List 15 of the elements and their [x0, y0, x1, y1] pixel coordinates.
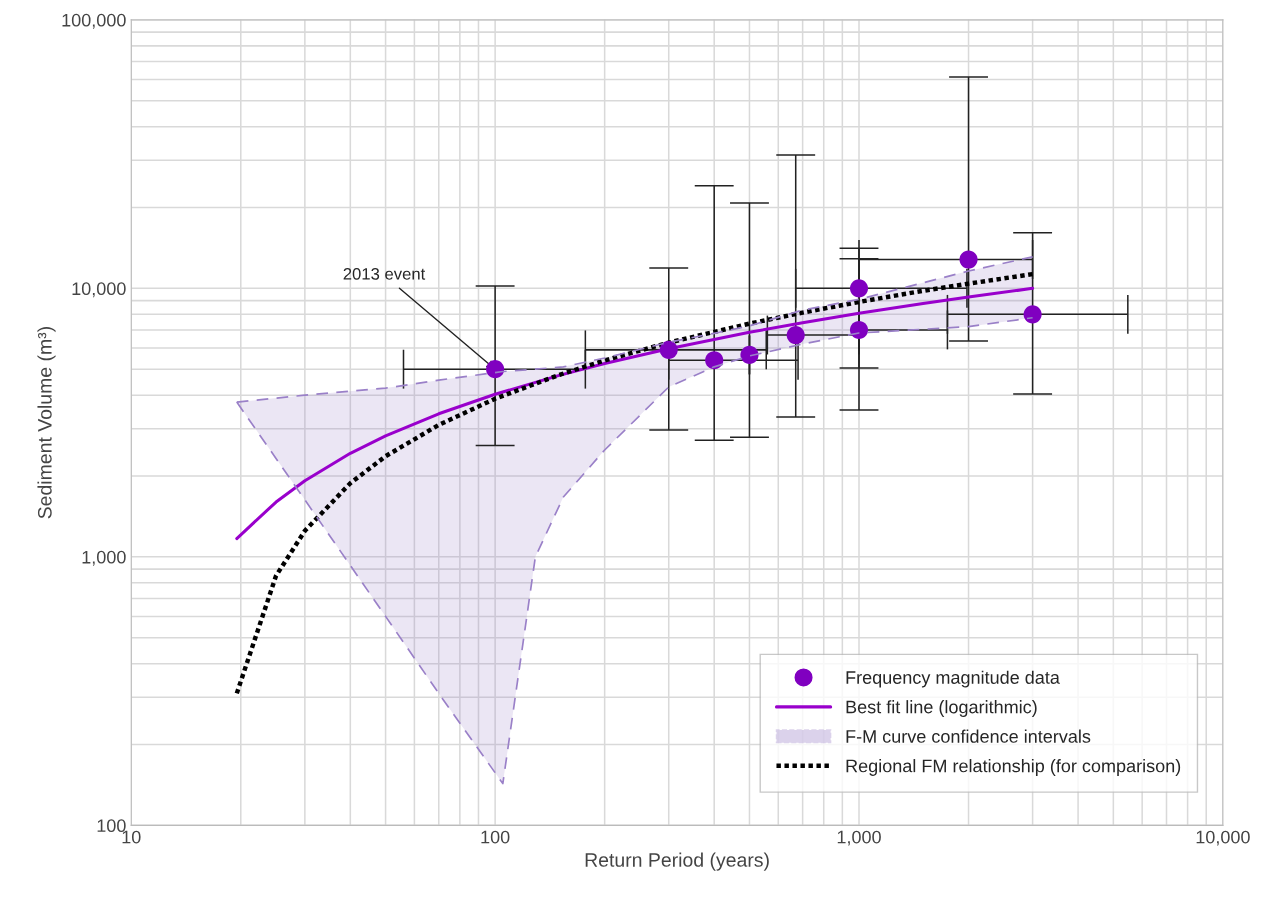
x-tick-label: 100	[481, 830, 510, 844]
legend-label: F-M curve confidence intervals	[846, 729, 1091, 743]
y-tick-label: 10,000	[72, 282, 126, 298]
x-tick-label: 1,000	[837, 830, 881, 846]
annotation: 2013 event	[343, 267, 426, 280]
y-tick-label: 1,000	[82, 550, 126, 566]
legend-label: Frequency magnitude data	[846, 670, 1060, 688]
x-axis-title: Return Period (years)	[585, 852, 769, 871]
x-tick-label: 10	[122, 830, 141, 844]
x-tick-label: 10,000	[1196, 830, 1250, 846]
y-tick-label: 100	[97, 819, 126, 833]
y-axis-title: Sediment Volume (m³)	[37, 327, 56, 519]
y-tick-label: 100,000	[62, 13, 126, 29]
legend-label: Best fit line (logarithmic)	[846, 700, 1037, 717]
legend-label: Regional FM relationship (for comparison)	[846, 759, 1181, 776]
